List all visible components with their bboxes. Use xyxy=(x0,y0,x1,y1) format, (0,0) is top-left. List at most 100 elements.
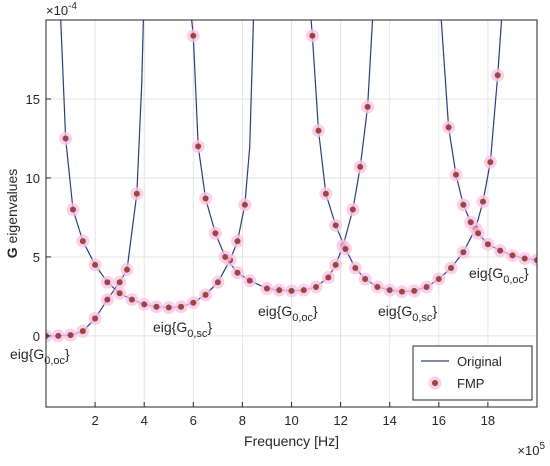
marker xyxy=(332,261,339,268)
annotation-prefix: eig{G xyxy=(378,303,412,319)
legend-marker xyxy=(432,380,438,386)
legend-label: Original xyxy=(457,354,502,369)
marker xyxy=(141,301,148,308)
marker xyxy=(92,315,99,322)
marker xyxy=(178,303,185,310)
marker xyxy=(234,238,241,245)
marker xyxy=(398,288,405,295)
marker xyxy=(325,274,332,281)
legend-label: FMP xyxy=(457,376,484,391)
annotation: eig{G0,oc} xyxy=(469,265,529,286)
marker xyxy=(423,283,430,290)
marker xyxy=(153,303,160,310)
marker xyxy=(342,246,349,253)
marker xyxy=(222,253,229,260)
marker xyxy=(509,252,516,259)
annotation-prefix: eig{G xyxy=(153,319,187,335)
marker xyxy=(435,276,442,283)
marker xyxy=(62,135,69,142)
marker xyxy=(332,222,339,229)
marker xyxy=(374,283,381,290)
annotation-subscript: 0,sc xyxy=(187,328,208,340)
marker xyxy=(445,124,452,131)
y-tick-label: 15 xyxy=(26,92,40,107)
marker xyxy=(349,206,356,213)
marker xyxy=(195,143,202,150)
annotation: eig{G0,sc} xyxy=(378,303,437,324)
marker xyxy=(202,195,209,202)
annotation-subscript: 0,oc xyxy=(292,312,313,324)
marker xyxy=(92,261,99,268)
exponent-base: ×10 xyxy=(517,443,539,458)
x-tick-label: 18 xyxy=(481,413,495,428)
marker xyxy=(202,291,209,298)
marker xyxy=(362,276,369,283)
marker xyxy=(190,32,197,39)
exponent-power: -4 xyxy=(68,1,77,12)
legend-box xyxy=(412,345,533,401)
annotation-subscript: 0,oc xyxy=(44,355,65,367)
marker xyxy=(79,238,86,245)
annotation: eig{G0,sc} xyxy=(153,319,212,340)
marker xyxy=(165,304,172,311)
exponent-power: 5 xyxy=(539,441,545,452)
x-tick-label: 4 xyxy=(141,413,148,428)
marker xyxy=(322,190,329,197)
marker xyxy=(116,290,123,297)
marker xyxy=(104,279,111,286)
annotation-suffix: } xyxy=(313,303,318,319)
exponent-base: ×10 xyxy=(46,3,68,18)
marker xyxy=(494,72,501,79)
marker xyxy=(300,287,307,294)
marker xyxy=(190,299,197,306)
y-axis-text: eigenvalues xyxy=(4,169,20,244)
marker xyxy=(70,206,77,213)
x-tick-label: 16 xyxy=(432,413,446,428)
x-tick-label: 14 xyxy=(382,413,396,428)
marker xyxy=(497,247,504,254)
annotation-suffix: } xyxy=(432,303,437,319)
marker xyxy=(315,127,322,134)
marker xyxy=(352,264,359,271)
marker xyxy=(364,103,371,110)
marker xyxy=(214,279,221,286)
marker xyxy=(484,241,491,248)
marker xyxy=(386,287,393,294)
annotation-suffix: } xyxy=(207,319,212,335)
marker xyxy=(55,332,62,339)
marker xyxy=(479,198,486,205)
marker xyxy=(128,296,135,303)
y-axis-symbol: G xyxy=(4,247,20,258)
marker xyxy=(124,266,131,273)
x-axis-label: Frequency [Hz] xyxy=(244,433,339,449)
marker xyxy=(521,255,528,262)
axis-exponent: ×105 xyxy=(517,441,545,458)
marker xyxy=(212,230,219,237)
annotation: eig{G0,oc} xyxy=(10,346,70,367)
marker xyxy=(475,230,482,237)
marker xyxy=(288,287,295,294)
x-tick-label: 12 xyxy=(333,413,347,428)
annotation-subscript: 0,sc xyxy=(412,312,433,324)
x-tick-label: 8 xyxy=(239,413,246,428)
marker xyxy=(411,287,418,294)
marker xyxy=(276,287,283,294)
marker xyxy=(309,32,316,39)
marker xyxy=(452,171,459,178)
y-tick-label: 5 xyxy=(33,250,40,265)
annotation-suffix: } xyxy=(65,346,70,362)
marker xyxy=(246,277,253,284)
marker xyxy=(241,201,248,208)
x-tick-label: 6 xyxy=(190,413,197,428)
marker xyxy=(263,285,270,292)
marker xyxy=(534,257,537,264)
y-tick-label: 10 xyxy=(26,171,40,186)
marker xyxy=(467,219,474,226)
marker xyxy=(357,163,364,170)
y-axis-label: G eigenvalues xyxy=(4,169,20,259)
marker xyxy=(448,264,455,271)
annotation-prefix: eig{G xyxy=(469,265,503,281)
marker xyxy=(460,201,467,208)
annotation-suffix: } xyxy=(524,265,529,281)
